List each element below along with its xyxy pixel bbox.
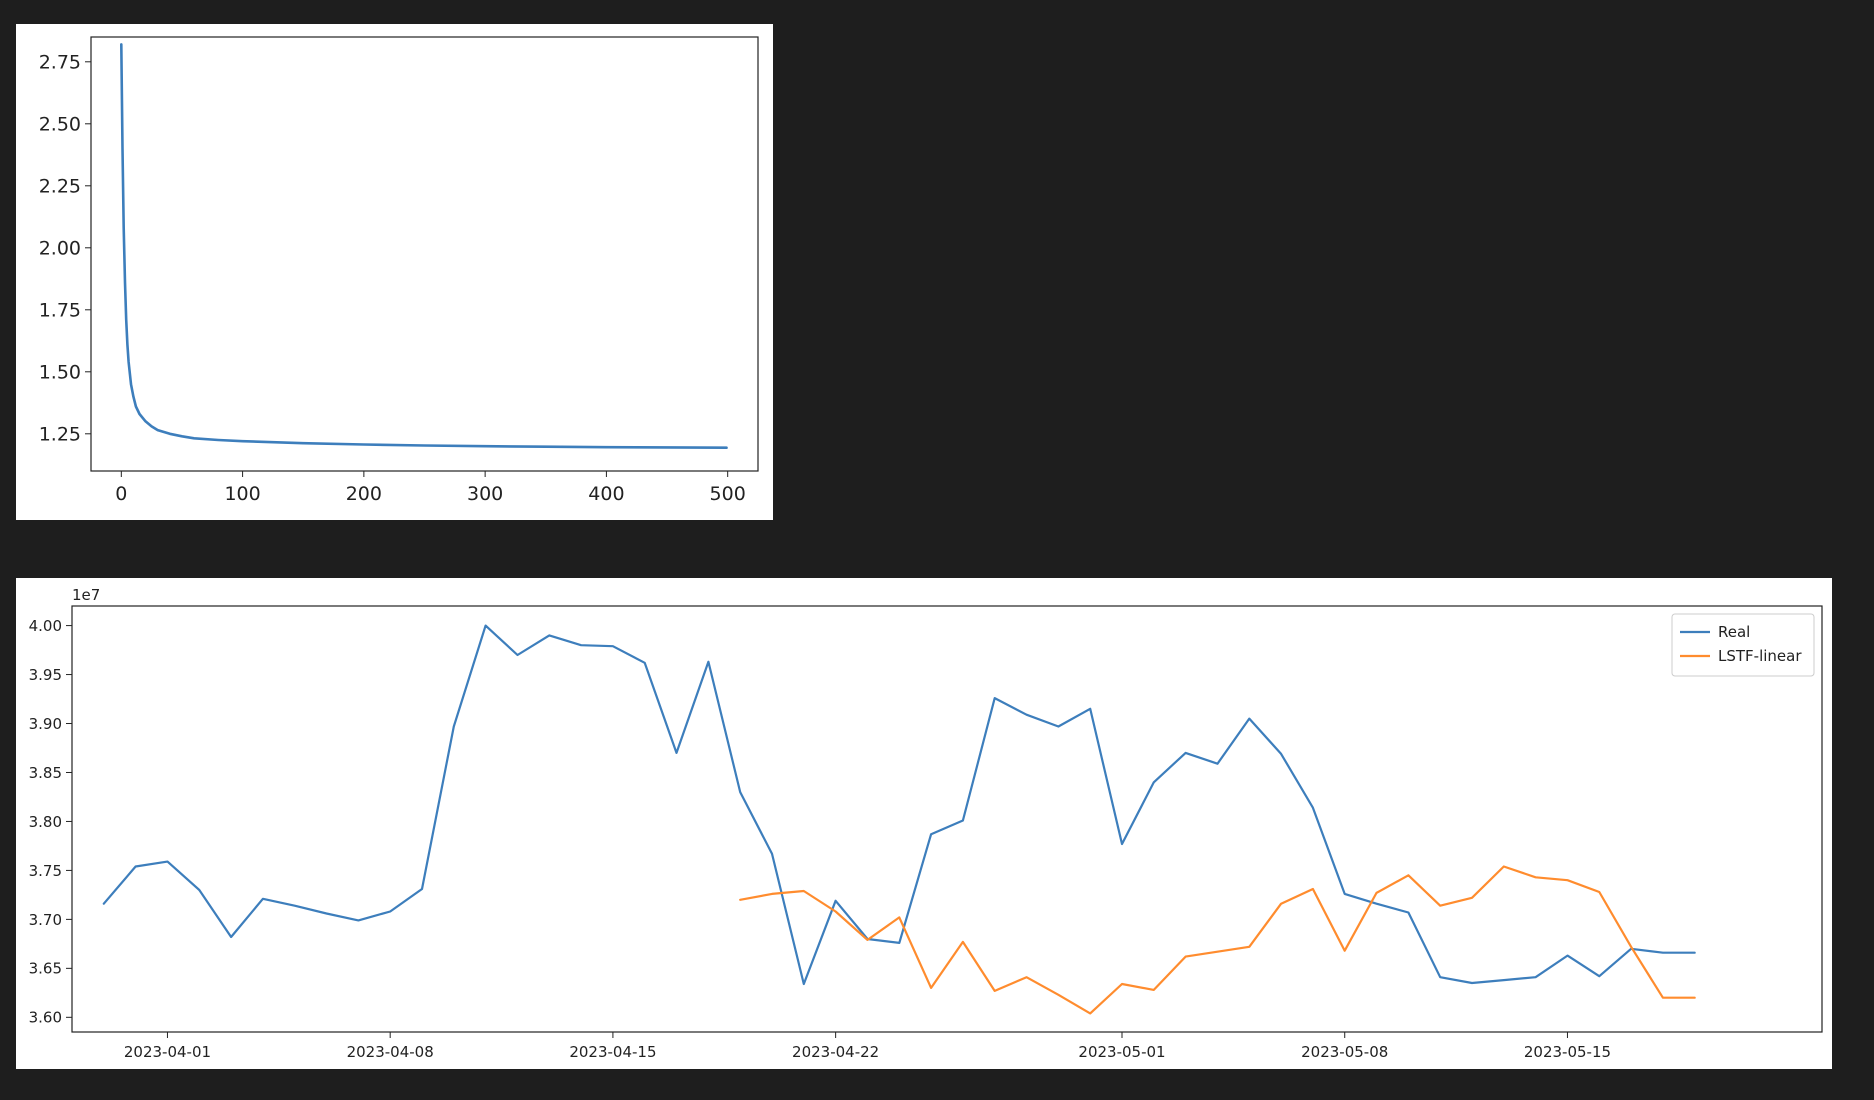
forecast-comparison-chart: 2023-04-01 2023-04-08 2023-04-15 2023-04-22… xyxy=(29,586,1823,1061)
x-tick-label: 2023-04-01 xyxy=(124,1043,211,1061)
y-tick-label: 3.60 xyxy=(29,1009,62,1027)
loss-curve-chart: 0 100 200 300 400 500 1.25 1.50 1.75 2.00 2.25 2.50… xyxy=(39,36,759,505)
forecast-chart-panel: 2023-04-01 2023-04-08 2023-04-15 2023-04-22… xyxy=(16,578,1832,1069)
x-tick-label: 2023-04-08 xyxy=(347,1043,434,1061)
y-tick-label: 1.50 xyxy=(39,362,81,384)
x-tick-label: 2023-05-15 xyxy=(1524,1043,1611,1061)
y-tick-label: 2.50 xyxy=(39,114,81,136)
x-tick-label: 2023-04-22 xyxy=(792,1043,879,1061)
x-tick-label: 2023-04-15 xyxy=(569,1043,656,1061)
series-line-lstf-linear xyxy=(739,865,1696,1015)
loss-chart-panel: 0 100 200 300 400 500 1.25 1.50 1.75 2.00 2.25 2.50… xyxy=(16,24,773,520)
y-tick-label: 3.90 xyxy=(29,715,62,733)
y-tick-label: 4.00 xyxy=(29,617,62,635)
legend-box xyxy=(1671,613,1815,677)
y-tick-label: 3.95 xyxy=(29,666,62,684)
y-tick-label: 3.70 xyxy=(29,911,62,929)
x-tick-label: 2023-05-01 xyxy=(1078,1043,1165,1061)
x-tick-label: 2023-05-08 xyxy=(1301,1043,1388,1061)
axes-frame xyxy=(90,36,759,472)
legend-label: Real xyxy=(1718,623,1750,641)
y-tick-label: 2.00 xyxy=(39,238,81,260)
y-tick-label: 1.25 xyxy=(39,424,81,446)
x-tick-label: 400 xyxy=(588,483,624,505)
series-line xyxy=(120,43,728,450)
y-tick-label: 1.75 xyxy=(39,300,81,322)
x-tick-label: 100 xyxy=(224,483,260,505)
y-tick-label: 2.25 xyxy=(39,176,81,198)
y-tick-label: 3.65 xyxy=(29,960,62,978)
x-tick-label: 500 xyxy=(710,483,746,505)
y-tick-label: 3.80 xyxy=(29,813,62,831)
axes-frame xyxy=(71,605,1823,1033)
y-tick-label: 3.85 xyxy=(29,764,62,782)
x-tick-label: 200 xyxy=(346,483,382,505)
series-line-real xyxy=(102,624,1696,986)
legend-label: LSTF-linear xyxy=(1718,647,1802,665)
y-tick-label: 3.75 xyxy=(29,862,62,880)
y-tick-label: 2.75 xyxy=(39,52,81,74)
y-offset-label: 1e7 xyxy=(72,586,100,604)
x-tick-label: 0 xyxy=(115,483,127,505)
x-tick-label: 300 xyxy=(467,483,503,505)
